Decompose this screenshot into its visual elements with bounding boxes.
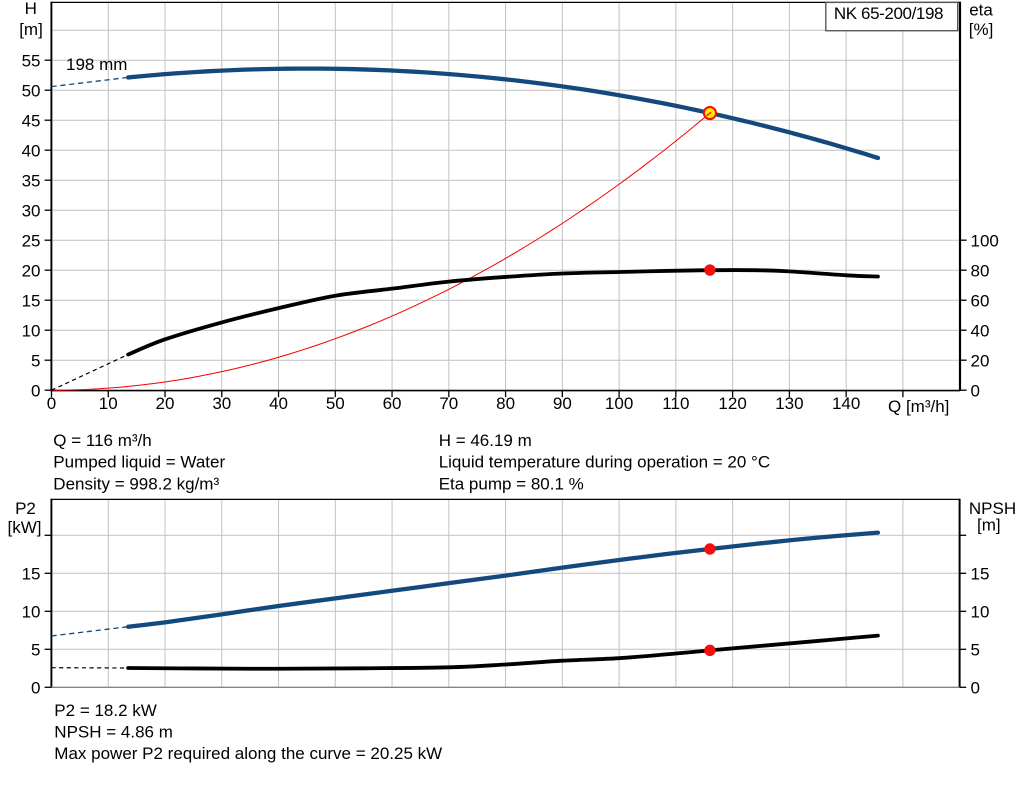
svg-text:50: 50: [22, 81, 41, 100]
svg-text:[m]: [m]: [19, 20, 43, 39]
svg-text:100: 100: [971, 231, 999, 250]
svg-text:5: 5: [31, 351, 40, 370]
svg-text:H = 46.19 m: H = 46.19 m: [439, 431, 532, 450]
svg-text:10: 10: [99, 394, 118, 413]
svg-text:25: 25: [22, 231, 41, 250]
svg-text:70: 70: [439, 394, 458, 413]
svg-text:P2: P2: [15, 499, 36, 518]
svg-text:35: 35: [22, 171, 41, 190]
svg-text:Density = 998.2 kg/m³: Density = 998.2 kg/m³: [53, 474, 219, 493]
svg-text:140: 140: [832, 394, 860, 413]
svg-text:10: 10: [22, 603, 41, 622]
svg-text:120: 120: [718, 394, 746, 413]
svg-text:0: 0: [971, 679, 980, 698]
svg-text:[kW]: [kW]: [8, 518, 42, 537]
svg-text:110: 110: [662, 394, 689, 413]
svg-text:30: 30: [212, 394, 231, 413]
svg-text:15: 15: [22, 565, 41, 584]
svg-text:15: 15: [971, 565, 990, 584]
svg-text:eta: eta: [969, 0, 993, 19]
svg-text:60: 60: [971, 291, 990, 310]
svg-text:10: 10: [22, 321, 41, 340]
svg-text:10: 10: [971, 603, 990, 622]
svg-text:100: 100: [605, 394, 633, 413]
svg-text:0: 0: [47, 394, 56, 413]
svg-text:[m]: [m]: [977, 516, 1001, 535]
svg-text:15: 15: [22, 291, 41, 310]
svg-text:198 mm: 198 mm: [66, 55, 127, 74]
svg-text:40: 40: [22, 141, 41, 160]
svg-text:90: 90: [553, 394, 572, 413]
svg-text:80: 80: [971, 261, 990, 280]
svg-text:0: 0: [31, 679, 40, 698]
svg-text:20: 20: [156, 394, 175, 413]
svg-text:Q [m³/h]: Q [m³/h]: [888, 397, 949, 416]
svg-text:55: 55: [22, 51, 41, 70]
svg-text:50: 50: [326, 394, 345, 413]
svg-text:Eta pump = 80.1 %: Eta pump = 80.1 %: [439, 474, 584, 493]
svg-text:Q = 116 m³/h: Q = 116 m³/h: [53, 431, 151, 450]
svg-text:60: 60: [383, 394, 402, 413]
svg-text:Liquid temperature during oper: Liquid temperature during operation = 20…: [439, 453, 770, 472]
svg-text:0: 0: [31, 381, 40, 400]
svg-text:5: 5: [31, 641, 40, 660]
svg-text:20: 20: [22, 261, 41, 280]
svg-text:Max power P2 required along th: Max power P2 required along the curve = …: [54, 744, 442, 763]
svg-text:30: 30: [22, 201, 41, 220]
svg-text:40: 40: [269, 394, 288, 413]
svg-text:0: 0: [971, 381, 980, 400]
svg-text:5: 5: [971, 641, 980, 660]
svg-text:P2 = 18.2 kW: P2 = 18.2 kW: [54, 701, 157, 720]
svg-text:[%]: [%]: [969, 20, 994, 39]
svg-text:NK 65-200/198: NK 65-200/198: [834, 4, 943, 23]
svg-text:40: 40: [971, 321, 990, 340]
svg-text:45: 45: [22, 111, 41, 130]
svg-text:80: 80: [496, 394, 515, 413]
svg-text:Pumped liquid = Water: Pumped liquid = Water: [53, 453, 225, 472]
svg-text:130: 130: [775, 394, 803, 413]
svg-text:NPSH = 4.86 m: NPSH = 4.86 m: [54, 723, 173, 742]
svg-text:H: H: [25, 0, 37, 18]
svg-text:20: 20: [971, 351, 990, 370]
